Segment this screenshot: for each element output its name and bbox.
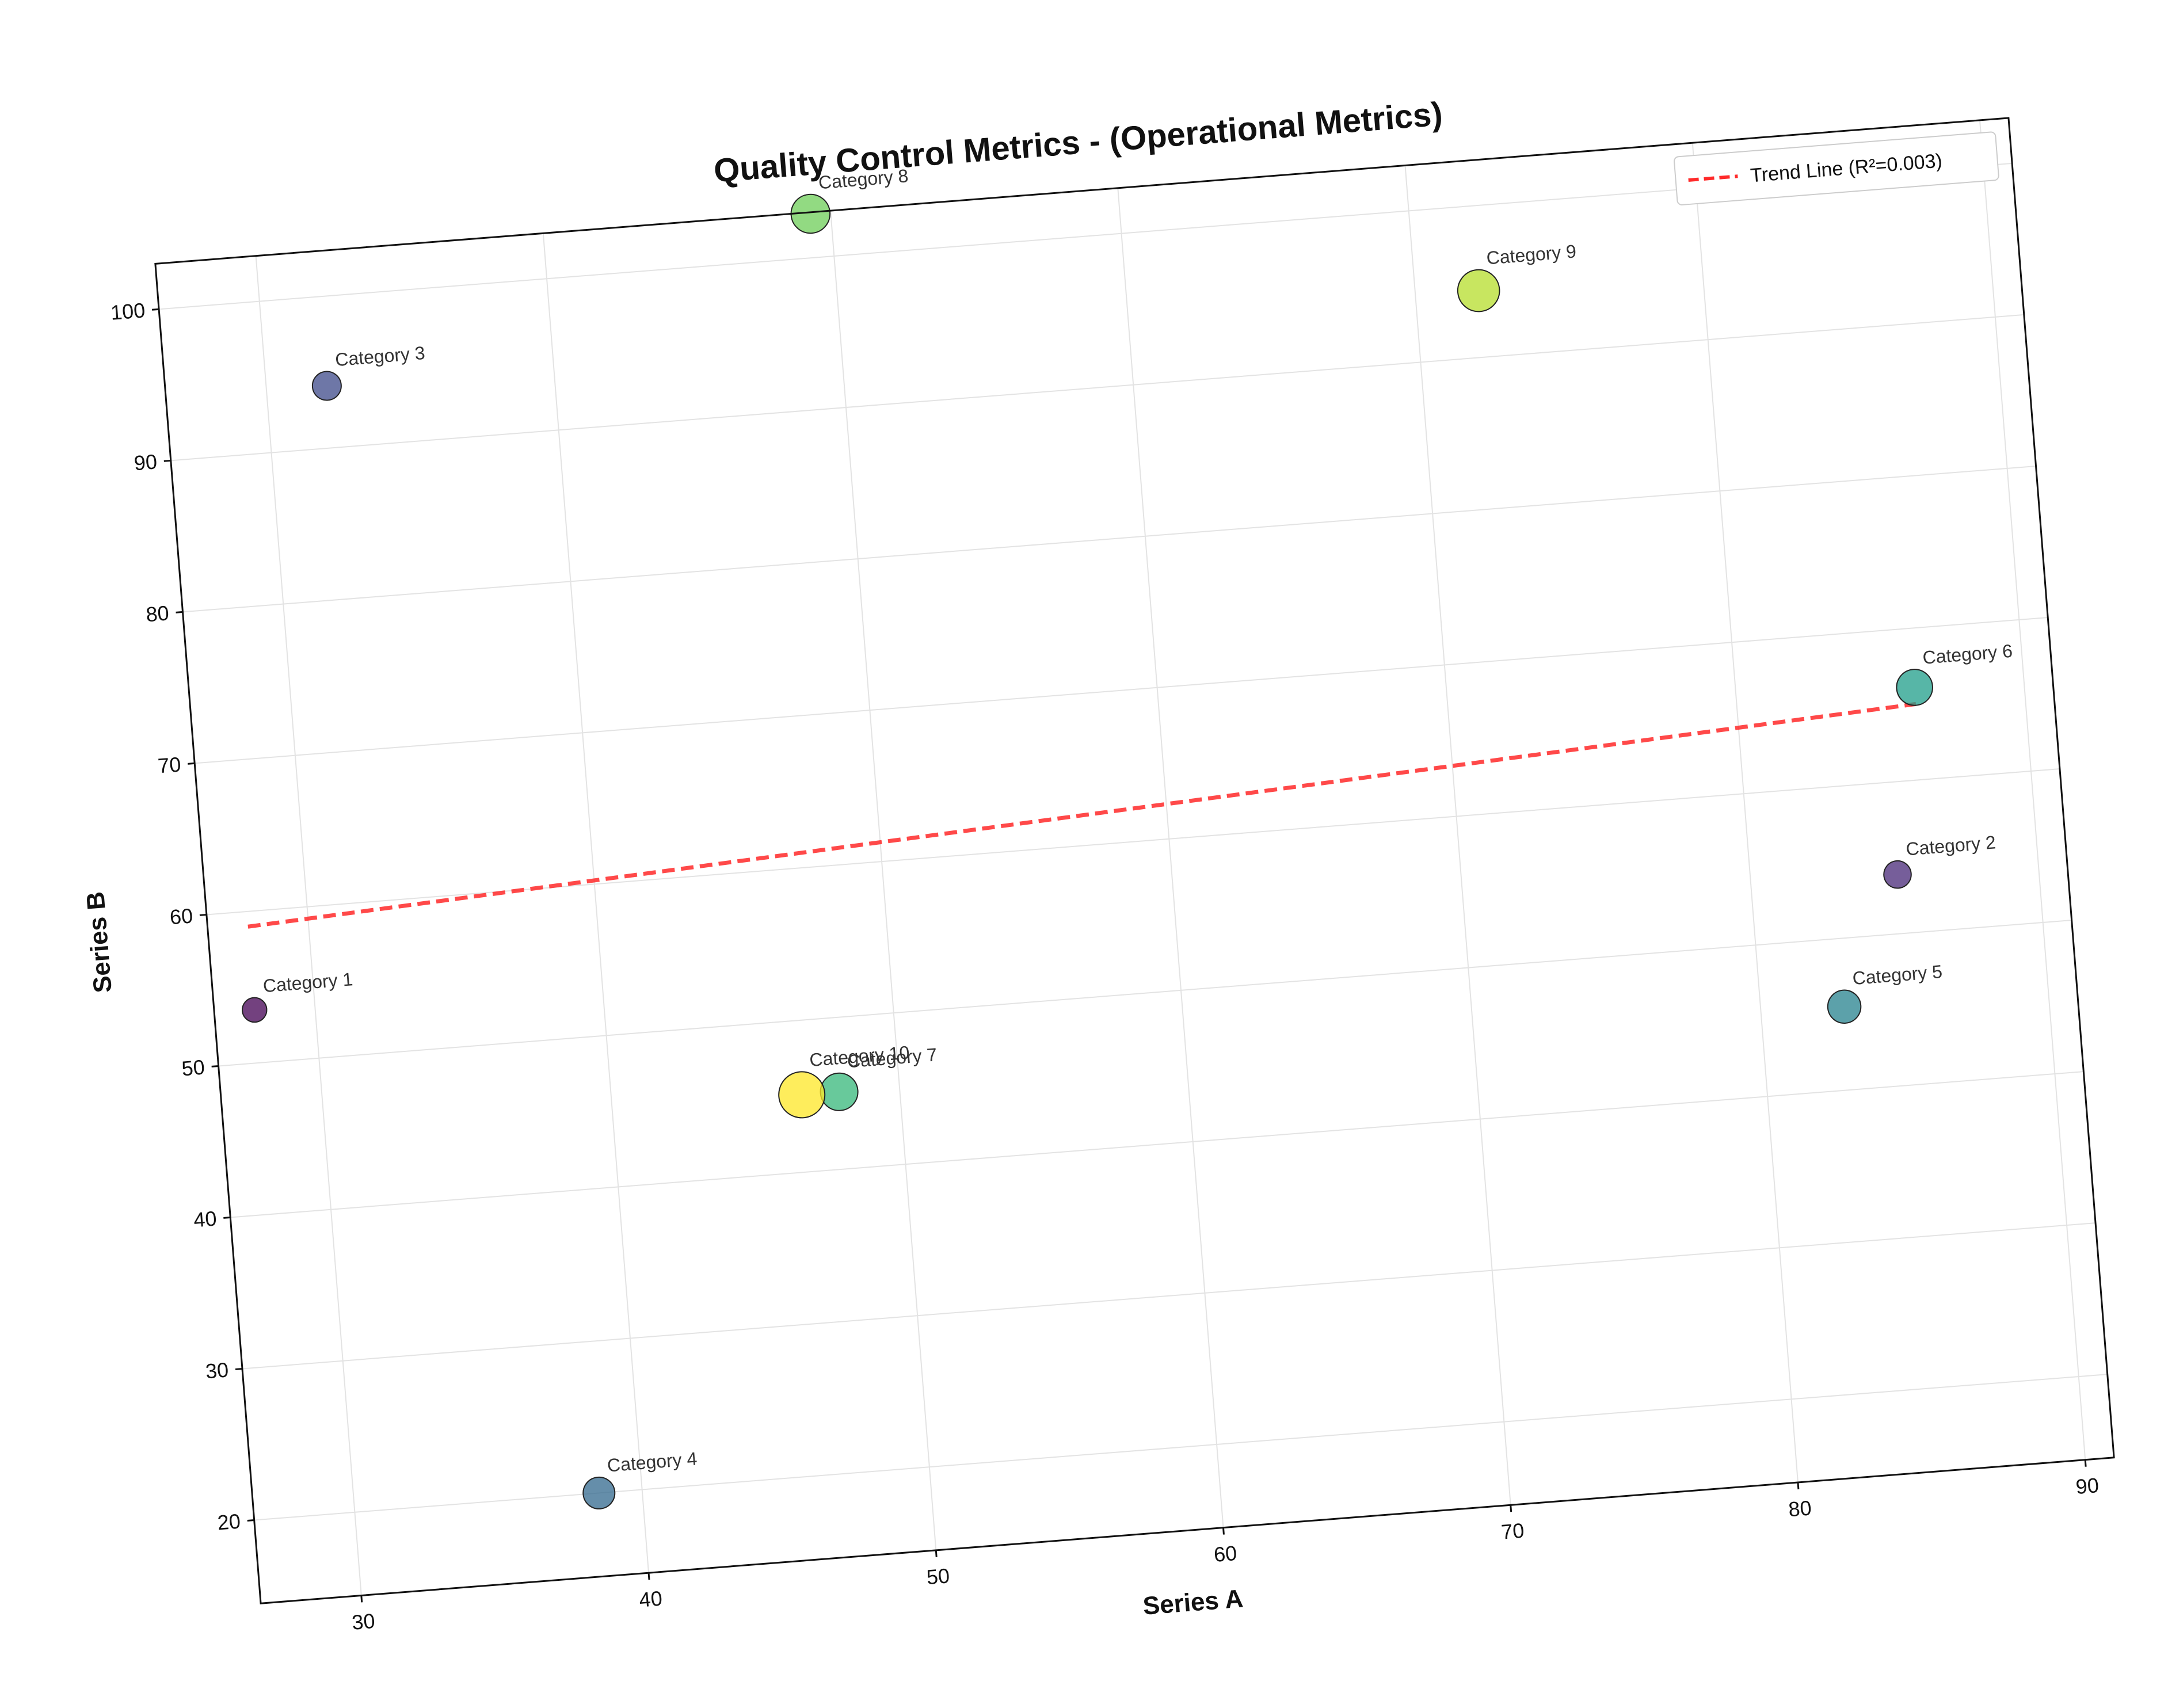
y-tick-mark xyxy=(247,1519,254,1522)
data-point xyxy=(1896,669,1933,706)
data-point xyxy=(778,1071,826,1119)
data-point xyxy=(311,371,342,401)
y-tick-label: 100 xyxy=(110,298,146,325)
y-tick-label: 50 xyxy=(181,1055,205,1080)
x-tick-mark xyxy=(2084,1459,2087,1467)
y-tick-label: 80 xyxy=(145,601,170,626)
labels-layer: Category 1 Category 2 Category 3 Category 4… xyxy=(262,165,2014,1476)
y-tick-mark xyxy=(188,762,195,765)
chart-title: Quality Control Metrics - (Operational M… xyxy=(712,95,1444,189)
x-tick-label: 80 xyxy=(1788,1496,1812,1521)
x-tick-label: 50 xyxy=(925,1564,950,1589)
data-point xyxy=(1883,860,1912,889)
y-tick-label: 30 xyxy=(204,1358,229,1383)
data-point xyxy=(1827,989,1862,1024)
x-axis-title: Series A xyxy=(1142,1584,1244,1621)
y-tick-mark xyxy=(163,459,171,462)
x-gridline xyxy=(1404,165,1511,1505)
x-gridline xyxy=(1117,188,1224,1528)
rotated-chart-group: Category 1 Category 2 Category 3 Category 4… xyxy=(81,95,2115,1634)
y-axis-title: Series B xyxy=(81,890,117,993)
y-tick-label: 40 xyxy=(193,1206,218,1232)
data-point xyxy=(241,997,268,1023)
y-gridline xyxy=(182,465,2036,613)
y-tick-mark xyxy=(235,1368,243,1370)
data-point-label: Category 1 xyxy=(262,969,354,996)
legend: Trend Line (R²=0.003) xyxy=(1674,131,1999,205)
y-tick-mark xyxy=(223,1216,231,1219)
x-tick-label: 30 xyxy=(351,1609,376,1634)
y-tick-label: 20 xyxy=(216,1509,241,1534)
y-gridline xyxy=(242,1222,2096,1370)
ticks-layer: 30 40 50 60 70 80 90 20 30 40 50 60 70 80 90 100 xyxy=(110,298,2100,1634)
x-tick-label: 40 xyxy=(638,1587,663,1612)
x-tick-label: 90 xyxy=(2075,1473,2100,1499)
points-layer xyxy=(241,193,1933,1509)
y-tick-label: 60 xyxy=(169,903,193,929)
data-point xyxy=(582,1476,616,1509)
data-point xyxy=(790,193,831,234)
data-point-label: Category 4 xyxy=(607,1448,698,1476)
y-gridline xyxy=(218,920,2072,1067)
trend-layer xyxy=(247,702,1916,929)
legend-box xyxy=(1674,131,1999,205)
y-tick-mark xyxy=(199,913,207,916)
x-gridline xyxy=(1979,120,2086,1460)
y-gridline xyxy=(170,314,2024,462)
data-point-label: Category 5 xyxy=(1851,961,1943,989)
x-tick-label: 60 xyxy=(1213,1541,1238,1566)
x-gridline xyxy=(542,233,650,1573)
x-tick-label: 70 xyxy=(1500,1519,1525,1544)
x-gridline xyxy=(1691,143,1799,1483)
x-gridline xyxy=(255,256,362,1596)
x-tick-mark xyxy=(360,1595,363,1603)
legend-trend-swatch xyxy=(1688,174,1738,182)
y-gridline xyxy=(206,768,2060,916)
y-gridline xyxy=(230,1071,2084,1218)
data-point-label: Category 2 xyxy=(1905,832,1996,859)
data-point xyxy=(1457,269,1500,312)
y-tick-label: 70 xyxy=(157,752,182,777)
y-gridline xyxy=(254,1374,2108,1521)
plot-frame xyxy=(154,117,2115,1604)
data-point-label: Category 9 xyxy=(1485,241,1577,268)
y-tick-label: 90 xyxy=(133,449,158,475)
data-point-label: Category 6 xyxy=(1922,640,2013,668)
grid-layer xyxy=(159,120,2108,1596)
x-tick-mark xyxy=(1797,1482,1800,1490)
y-gridline xyxy=(195,616,2048,764)
y-tick-mark xyxy=(152,308,159,311)
x-gridline xyxy=(830,211,937,1550)
data-point-label: Category 3 xyxy=(334,342,426,370)
trend-line xyxy=(247,702,1916,929)
